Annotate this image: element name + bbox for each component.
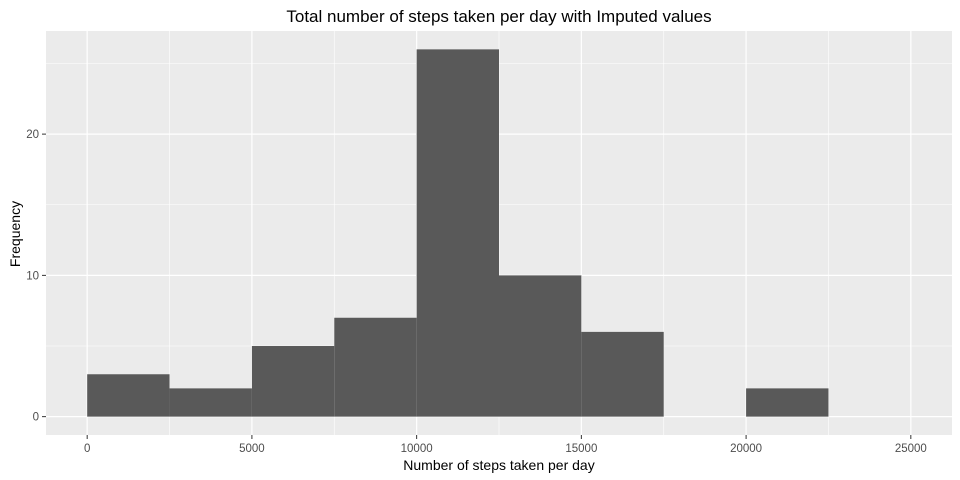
x-tick-label: 0 [84,443,90,455]
y-tick-label: 10 [26,270,39,282]
x-tick-label: 20000 [730,443,762,455]
histogram-bar [746,388,829,417]
chart-title: Total number of steps taken per day with… [286,7,711,26]
y-tick-label: 20 [26,129,39,141]
histogram-bar [499,275,582,417]
histogram-bar [251,346,335,417]
x-tick-label: 15000 [565,443,597,455]
x-axis-title: Number of steps taken per day [403,457,594,473]
x-tick-label: 10000 [401,443,433,455]
histogram-bar [581,331,664,417]
histogram-bar [334,317,417,417]
histogram-bars [87,49,829,417]
y-axis-title: Frequency [7,201,23,267]
histogram-bar [87,374,170,417]
x-tick-label: 25000 [895,443,927,455]
histogram-bar [416,49,499,417]
x-tick-label: 5000 [239,443,265,455]
x-axis: 0 5000 10000 15000 20000 25000 [84,435,927,455]
histogram-bar [169,388,252,417]
y-axis: 0 10 20 [26,129,46,424]
y-tick-label: 0 [33,412,39,424]
